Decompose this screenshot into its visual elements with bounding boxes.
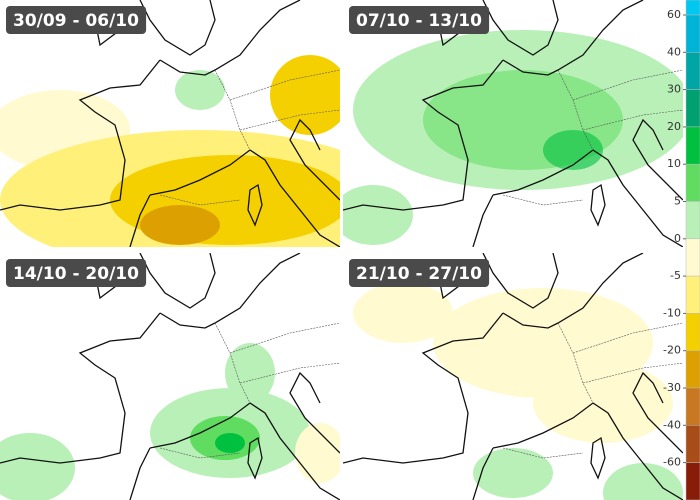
legend-swatch: [685, 238, 700, 277]
legend-swatch: [685, 425, 700, 463]
map-panel: [343, 0, 683, 247]
panel-title: 07/10 - 13/10: [356, 11, 482, 31]
panel-title: 14/10 - 20/10: [13, 264, 139, 284]
legend-swatch: [685, 275, 700, 314]
legend-label: -20: [663, 344, 681, 357]
legend-swatch: [685, 462, 700, 500]
color-legend: 60 40 30 20 10 5 0 -5 -10 -20 -30 -40 -60: [663, 0, 700, 500]
map-panel: [0, 0, 340, 247]
legend-label: -60: [663, 456, 681, 469]
legend-label: -10: [663, 306, 681, 319]
legend-swatch: [685, 14, 700, 53]
legend-swatch: [685, 0, 700, 16]
legend-swatch: [685, 387, 700, 426]
legend-label: 10: [667, 157, 681, 170]
panel-title: 30/09 - 06/10: [13, 11, 139, 31]
legend-label: -5: [670, 269, 681, 282]
panel-label-bg: [349, 259, 490, 287]
map-panel: [0, 253, 340, 500]
panel-label-bg: [6, 259, 147, 287]
panel-label-bg: [6, 6, 147, 34]
legend-label: -40: [663, 418, 681, 431]
legend-swatch: [685, 350, 700, 389]
legend-label: 0: [674, 232, 681, 245]
legend-swatch: [685, 89, 700, 128]
panel-title: 21/10 - 27/10: [356, 264, 482, 284]
legend-swatch: [685, 52, 700, 90]
legend-label: 60: [667, 8, 681, 21]
legend-swatch: [685, 126, 700, 165]
legend-label: -30: [663, 381, 681, 394]
legend-swatch: [685, 313, 700, 351]
map-panel: [343, 253, 683, 500]
legend-label: 20: [667, 120, 681, 133]
legend-label: 5: [674, 195, 681, 208]
legend-label: 30: [667, 83, 681, 96]
legend-swatch: [685, 201, 700, 240]
panel-label-bg: [349, 6, 490, 34]
legend-label: 40: [667, 45, 681, 58]
legend-swatch: [685, 163, 700, 202]
